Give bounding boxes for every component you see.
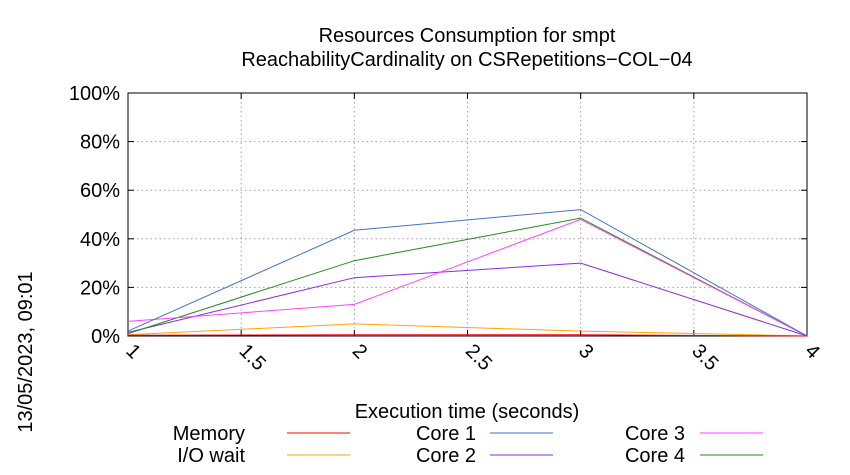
series-line-core-3: [127, 218, 808, 337]
x-tick-label: 2.5: [461, 340, 496, 375]
y-tick-label: 40%: [80, 229, 120, 251]
series-line-memory: [127, 334, 808, 337]
series-line-i-o-wait: [127, 323, 808, 337]
y-tick-label: 0%: [91, 326, 120, 348]
x-tick-label: 1.5: [235, 340, 270, 375]
series-lines: [127, 209, 808, 337]
legend-label-core-1: Core 1: [416, 423, 476, 445]
grid: [128, 93, 807, 336]
y-tick-label: 60%: [80, 180, 120, 202]
legend-label-core-3: Core 3: [625, 423, 685, 445]
timestamp-label: 13/05/2023, 09:01: [15, 271, 37, 432]
x-tick-label: 4: [800, 340, 823, 363]
legend-label-core-4: Core 4: [625, 445, 685, 467]
series-line-core-4: [127, 217, 808, 337]
series-line-core-1: [127, 209, 808, 337]
chart-subtitle: ReachabilityCardinality on CSRepetitions…: [241, 49, 692, 71]
x-axis-ticks: 1 1.5 2 2.5 3 3.5 4: [121, 93, 824, 375]
x-tick-label: 3: [574, 340, 597, 363]
legend-label-core-2: Core 2: [416, 445, 476, 467]
legend-label-memory: Memory: [173, 423, 245, 445]
x-tick-label: 2: [348, 340, 371, 363]
x-tick-label: 3.5: [687, 340, 722, 375]
series-line-core-2: [127, 262, 808, 337]
x-axis-label: Execution time (seconds): [355, 401, 580, 423]
y-tick-label: 20%: [80, 277, 120, 299]
y-tick-label: 80%: [80, 132, 120, 154]
chart-title: Resources Consumption for smpt: [319, 25, 616, 47]
x-tick-label: 1: [121, 340, 144, 363]
y-tick-label: 100%: [69, 83, 120, 105]
legend-label-i-o-wait: I/O wait: [177, 445, 245, 467]
y-axis-ticks: 0% 20% 40% 60% 80% 100%: [69, 83, 807, 348]
